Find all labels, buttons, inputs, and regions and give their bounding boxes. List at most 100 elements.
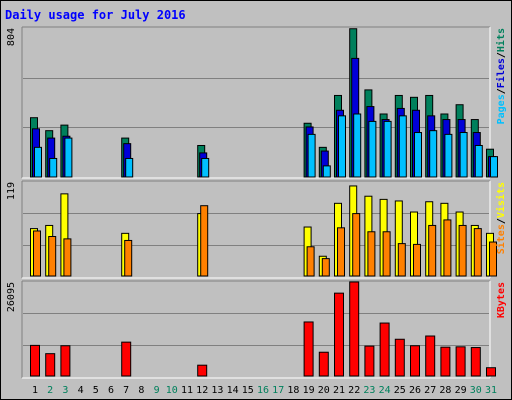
- x-tick-label: 13: [211, 385, 223, 396]
- kbytes-bar: [486, 367, 496, 377]
- y-max-label: 26095: [6, 282, 17, 312]
- x-tick-label: 7: [123, 385, 129, 396]
- x-tick-label: 5: [93, 385, 99, 396]
- pages-bar: [338, 115, 346, 178]
- kbytes-bar: [303, 321, 314, 377]
- sites-bar: [458, 224, 467, 277]
- legend-entry: Sites: [495, 224, 507, 254]
- x-tick-label: 16: [257, 385, 269, 396]
- y-max-label: 119: [6, 182, 17, 200]
- x-tick-label: 18: [287, 385, 299, 396]
- pages-bar: [474, 144, 483, 178]
- legend-entry: /: [496, 88, 507, 94]
- x-tick-label: 9: [154, 385, 160, 396]
- x-tick-label: 23: [363, 385, 375, 396]
- x-tick-label: 29: [455, 385, 467, 396]
- legend-entry: Hits: [495, 28, 507, 52]
- pages-bar: [64, 137, 73, 178]
- kbytes-bar: [455, 346, 466, 377]
- sites-bar: [367, 231, 376, 277]
- sites-bar: [306, 246, 315, 277]
- x-tick-label: 3: [62, 385, 68, 396]
- chart-title: Daily usage for July 2016: [5, 8, 186, 22]
- x-tick-label: 28: [439, 385, 451, 396]
- kbytes-bar: [60, 345, 71, 377]
- pages-bar: [34, 146, 42, 178]
- sites-bar: [428, 224, 437, 277]
- x-tick-label: 30: [470, 385, 482, 396]
- pages-bar: [414, 132, 422, 178]
- kbytes-bar: [379, 322, 390, 377]
- x-tick-label: 22: [348, 385, 360, 396]
- x-tick-label: 12: [196, 385, 208, 396]
- kbytes-bar: [30, 344, 40, 377]
- x-tick-label: 17: [272, 385, 284, 396]
- pages-bar: [444, 133, 453, 178]
- x-tick-label: 8: [138, 385, 144, 396]
- sites-bar: [321, 258, 330, 277]
- pages-bar: [49, 157, 58, 178]
- sites-bar: [200, 205, 209, 277]
- sites-bar: [489, 241, 497, 277]
- kbytes-bar: [318, 351, 329, 377]
- legend-entry: Files: [495, 58, 507, 88]
- pages-bar: [201, 157, 210, 178]
- sites-bar: [352, 213, 361, 277]
- legend-panel-1: Pages/Files/Hits: [495, 28, 507, 124]
- kbytes-bar: [470, 347, 481, 377]
- kbytes-bar: [45, 353, 56, 377]
- x-tick-label: 11: [181, 385, 193, 396]
- x-tick-label: 20: [318, 385, 330, 396]
- pages-bar: [398, 115, 407, 178]
- x-tick-label: 14: [227, 385, 239, 396]
- kbytes-bar: [334, 292, 344, 377]
- x-tick-label: 2: [47, 385, 53, 396]
- x-tick-label: 15: [242, 385, 254, 396]
- y-max-label: 804: [6, 28, 17, 46]
- sites-bar: [443, 219, 452, 277]
- x-tick-label: 1: [32, 385, 38, 396]
- x-tick-label: 26: [409, 385, 421, 396]
- legend-entry: KBytes: [496, 282, 507, 318]
- pages-bar: [322, 165, 331, 178]
- pages-bar: [459, 132, 468, 178]
- kbytes-bar: [197, 364, 208, 377]
- kbytes-bar: [364, 345, 375, 377]
- sites-bar: [382, 231, 391, 277]
- x-tick-label: 31: [485, 385, 497, 396]
- x-tick-label: 25: [394, 385, 406, 396]
- sites-bar: [124, 239, 133, 277]
- pages-bar: [353, 113, 362, 178]
- legend-entry: /: [496, 52, 507, 58]
- sites-bar: [48, 236, 57, 277]
- x-tick-label: 27: [424, 385, 436, 396]
- x-tick-label: 24: [379, 385, 391, 396]
- pages-bar: [490, 156, 498, 178]
- sites-bar: [473, 228, 482, 277]
- legend-panel-2: Sites/Visits: [495, 182, 507, 254]
- legend-panel-3: KBytes: [496, 282, 507, 318]
- sites-bar: [33, 230, 41, 277]
- pages-bar: [368, 120, 377, 178]
- sites-bar: [413, 243, 421, 277]
- kbytes-bar: [410, 345, 420, 377]
- kbytes-bar: [394, 338, 405, 377]
- x-tick-label: 10: [166, 385, 178, 396]
- pages-bar: [429, 130, 438, 178]
- kbytes-bar: [425, 335, 436, 377]
- kbytes-bar: [349, 281, 360, 377]
- pages-bar: [383, 120, 392, 178]
- x-tick-label: 21: [333, 385, 345, 396]
- legend-entry: /: [496, 218, 507, 224]
- x-tick-label: 4: [78, 385, 84, 396]
- sites-bar: [337, 227, 345, 277]
- x-tick-label: 6: [108, 385, 114, 396]
- legend-entry: Visits: [495, 182, 507, 218]
- legend-entry: Pages: [496, 94, 507, 124]
- pages-bar: [125, 157, 134, 178]
- kbytes-bar: [121, 341, 132, 377]
- pages-bar: [307, 133, 316, 178]
- x-tick-label: 19: [303, 385, 315, 396]
- sites-bar: [63, 238, 72, 277]
